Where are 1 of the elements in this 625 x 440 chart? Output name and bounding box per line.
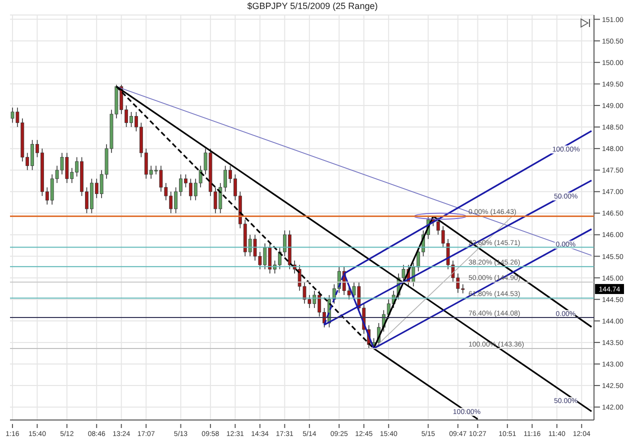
chart-title: $GBPJPY 5/15/2009 (25 Range) (246, 0, 379, 13)
